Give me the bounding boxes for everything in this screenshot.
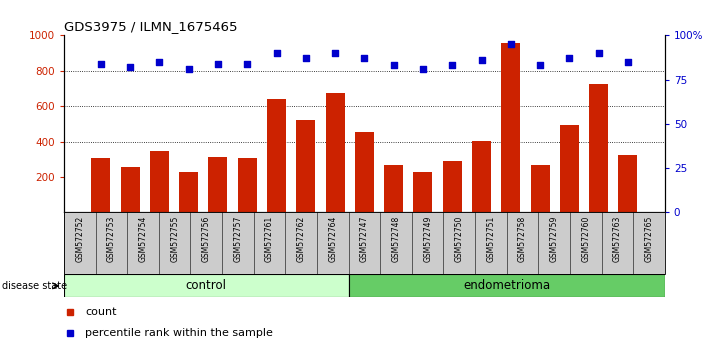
Point [242, 61, 253, 67]
Text: GSM572761: GSM572761 [265, 216, 274, 262]
Point [476, 57, 487, 63]
Text: GSM572757: GSM572757 [233, 216, 242, 262]
Point [213, 61, 224, 67]
Bar [560, 125, 579, 212]
Text: GSM572759: GSM572759 [550, 216, 559, 262]
Bar [267, 99, 286, 212]
Text: GSM572755: GSM572755 [170, 216, 179, 262]
Bar [64, 274, 348, 297]
Bar [413, 172, 432, 212]
Bar [179, 172, 198, 212]
Point [447, 63, 458, 68]
Point [593, 50, 604, 56]
Point [95, 61, 107, 67]
Text: GSM572758: GSM572758 [518, 216, 527, 262]
Text: control: control [186, 279, 227, 292]
Text: GSM572754: GSM572754 [139, 216, 148, 262]
Bar [348, 274, 665, 297]
Point [271, 50, 282, 56]
Text: GSM572751: GSM572751 [486, 216, 496, 262]
Point [300, 56, 311, 61]
Point [622, 59, 634, 65]
Text: GSM572752: GSM572752 [75, 216, 85, 262]
Bar [237, 158, 257, 212]
Text: endometrioma: endometrioma [463, 279, 550, 292]
Point [535, 63, 546, 68]
Text: GSM572756: GSM572756 [202, 216, 210, 262]
Bar [619, 155, 638, 212]
Point [564, 56, 575, 61]
Text: disease state: disease state [2, 281, 68, 291]
Point [124, 64, 136, 70]
Text: GSM572748: GSM572748 [392, 216, 400, 262]
Bar [150, 152, 169, 212]
Text: GSM572753: GSM572753 [107, 216, 116, 262]
Text: count: count [85, 307, 117, 316]
Point [358, 56, 370, 61]
Bar [91, 158, 110, 212]
Text: GSM572747: GSM572747 [360, 216, 369, 262]
Bar [443, 161, 461, 212]
Text: GSM572763: GSM572763 [613, 216, 622, 262]
Bar [530, 165, 550, 212]
Bar [208, 156, 228, 212]
Bar [472, 141, 491, 212]
Point [505, 41, 516, 47]
Bar [296, 120, 316, 212]
Bar [501, 44, 520, 212]
Text: GDS3975 / ILMN_1675465: GDS3975 / ILMN_1675465 [64, 20, 237, 33]
Bar [355, 132, 374, 212]
Text: GSM572762: GSM572762 [296, 216, 306, 262]
Bar [589, 84, 608, 212]
Bar [384, 165, 403, 212]
Point [183, 66, 194, 72]
Bar [326, 93, 345, 212]
Point [388, 63, 400, 68]
Bar [121, 167, 139, 212]
Text: GSM572760: GSM572760 [581, 216, 590, 262]
Text: GSM572749: GSM572749 [423, 216, 432, 262]
Point [154, 59, 165, 65]
Point [417, 66, 429, 72]
Text: percentile rank within the sample: percentile rank within the sample [85, 328, 273, 338]
Point [329, 50, 341, 56]
Text: GSM572765: GSM572765 [644, 216, 653, 262]
Text: GSM572764: GSM572764 [328, 216, 337, 262]
Text: GSM572750: GSM572750 [455, 216, 464, 262]
